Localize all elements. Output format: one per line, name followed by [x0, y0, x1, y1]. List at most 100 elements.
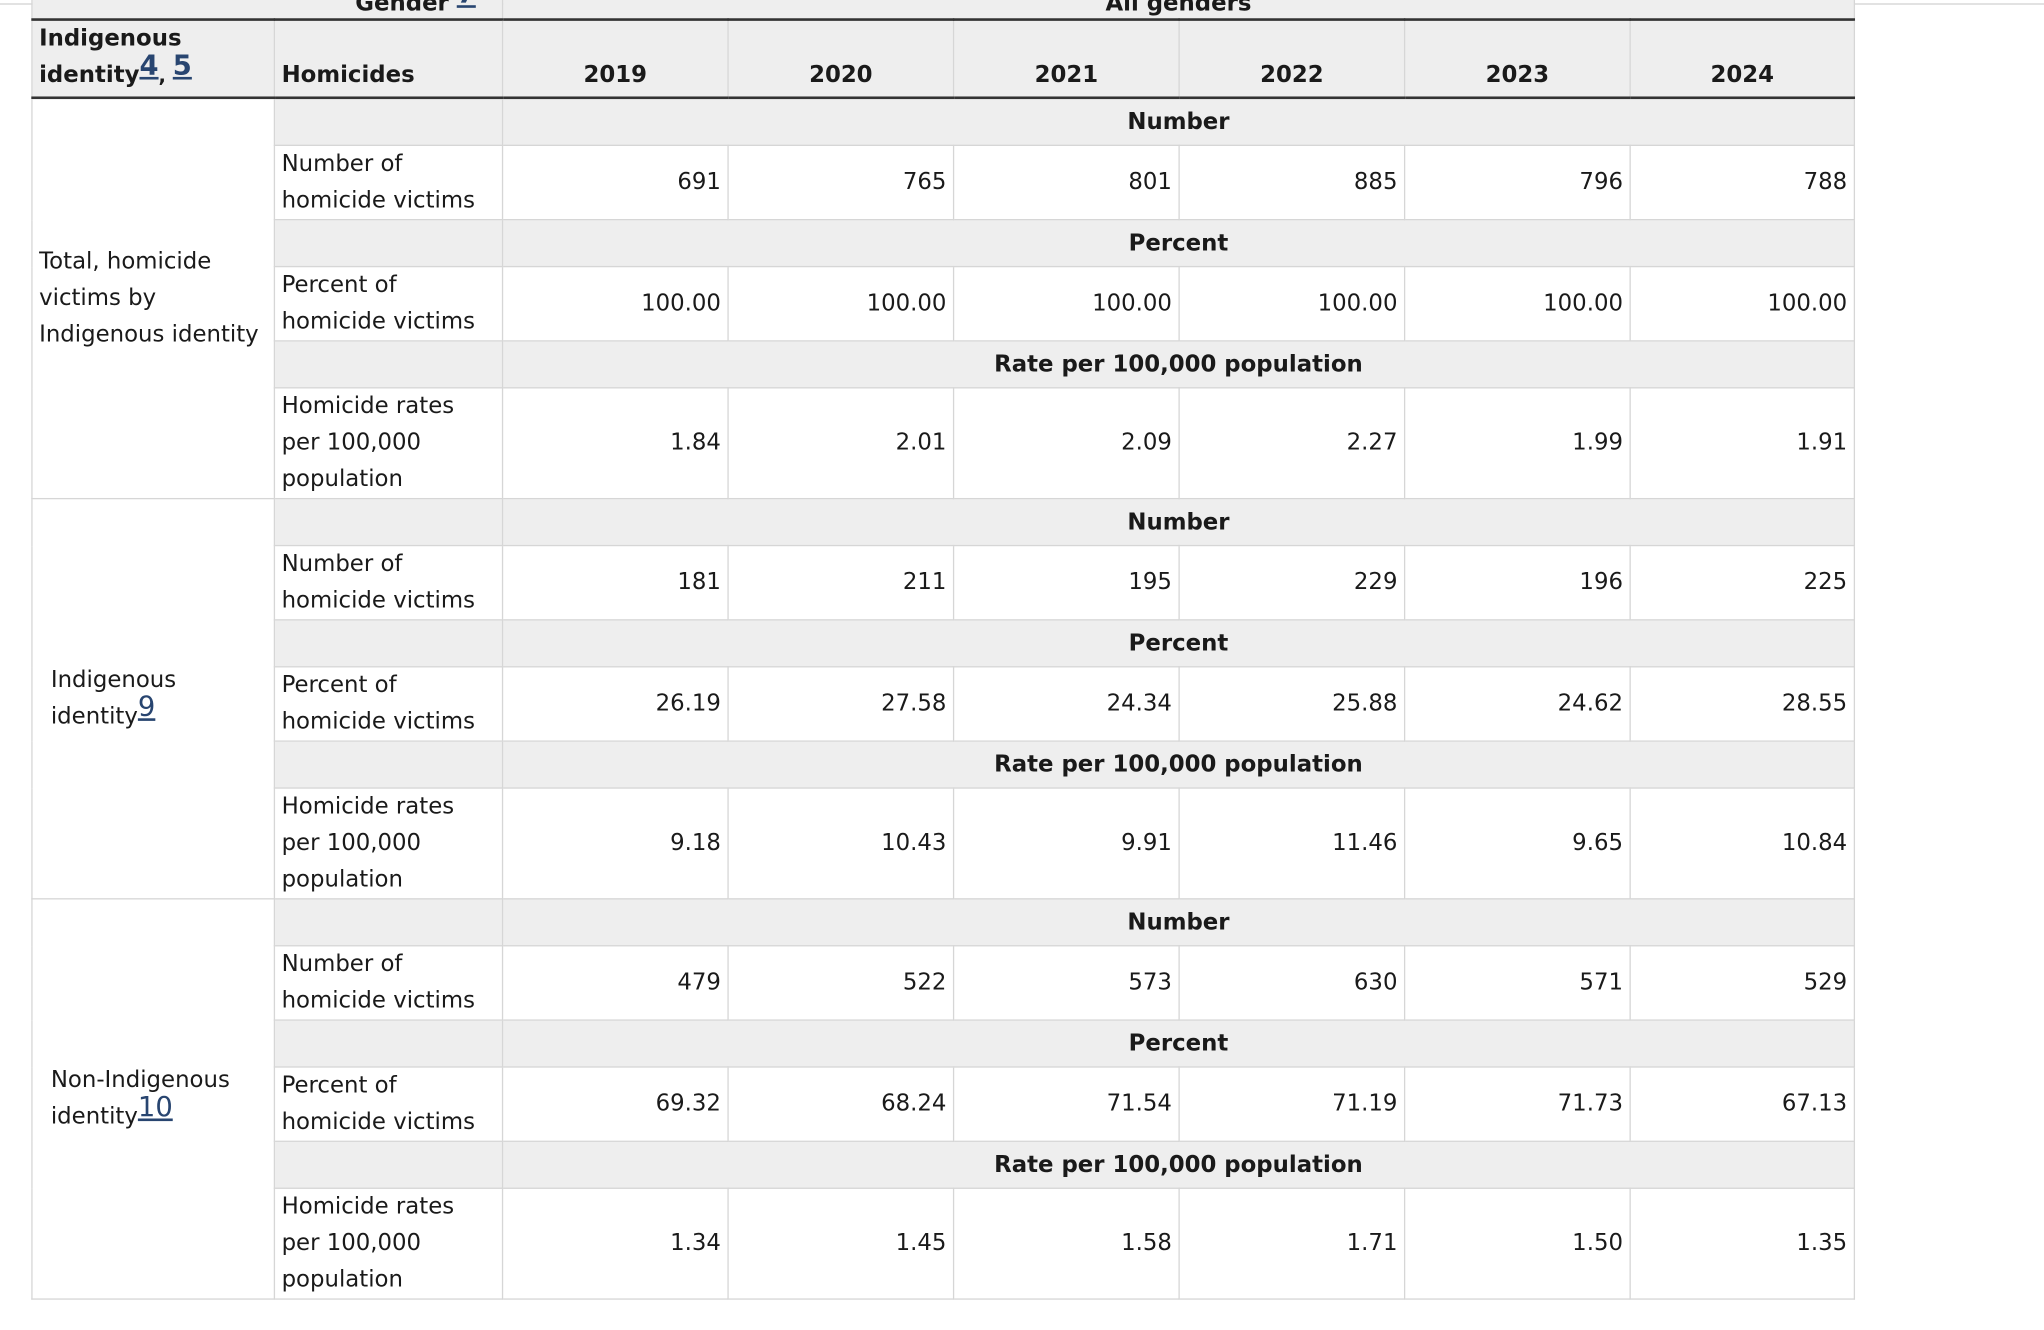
group-label: Total, homicide victims by Indigenous id…: [39, 248, 259, 349]
year-header-2022: 2022: [1178, 18, 1406, 100]
gender-header: Gender 7: [31, 0, 504, 21]
footnote-link[interactable]: 10: [137, 1091, 173, 1123]
table-row: Number of homicide victims 479 522 573 630 57…: [32, 945, 1856, 1021]
measure-label: Percent of homicide victims: [273, 1066, 504, 1142]
value-cell-2021: 801: [952, 144, 1180, 221]
unit-subheader-row: Indigenous identity9 Number: [31, 497, 1856, 900]
year-header-2021: 2021: [952, 18, 1180, 100]
value-cell-2021: 24.34: [952, 666, 1180, 742]
value-cell-2024: 100.00: [1629, 265, 1856, 342]
year-header-2019: 2019: [501, 18, 729, 100]
table-row: Percent of homicide victims 26.19 27.58 24.…: [32, 666, 1856, 742]
value-cell-2023: 196: [1403, 544, 1631, 621]
value-cell-2019: 9.18: [501, 787, 729, 900]
value-cell-2019: 691: [501, 144, 729, 221]
group-label: Non-Indigenous identity: [50, 1067, 230, 1131]
indigenous-identity-header: Indigenous identity4, 5: [31, 18, 276, 100]
measure-label: Number of homicide victims: [273, 544, 504, 621]
unit-label: Rate per 100,000 population: [501, 340, 1856, 389]
value-cell-2020: 100.00: [727, 265, 955, 342]
empty-cell: [273, 619, 504, 668]
empty-cell: [273, 97, 504, 146]
value-cell-2022: 2.27: [1178, 387, 1406, 500]
unit-label: Number: [501, 97, 1856, 146]
table-row: Homicide rates per 100,000 population 1.3…: [32, 1187, 1856, 1300]
measure-label: Number of homicide victims: [273, 945, 504, 1021]
group-label-cell: Total, homicide victims by Indigenous id…: [31, 97, 276, 500]
empty-cell: [273, 219, 504, 268]
table-row: Percent of homicide victims 100.00 100.00 1…: [32, 265, 1856, 342]
gender-label: Gender: [355, 0, 449, 17]
value-cell-2020: 68.24: [727, 1066, 955, 1142]
unit-label: Percent: [501, 1019, 1856, 1068]
group-label-cell: Non-Indigenous identity10: [31, 898, 276, 1300]
unit-label: Percent: [501, 619, 1856, 668]
unit-subheader-row: Percent: [32, 219, 1856, 268]
value-cell-2021: 100.00: [952, 265, 1180, 342]
unit-subheader-row: Rate per 100,000 population: [32, 340, 1856, 389]
value-cell-2021: 9.91: [952, 787, 1180, 900]
unit-label: Rate per 100,000 population: [501, 1140, 1856, 1189]
unit-subheader-row: Rate per 100,000 population: [32, 1140, 1856, 1189]
value-cell-2021: 573: [952, 945, 1180, 1021]
footnote-link[interactable]: 5: [172, 49, 192, 81]
measure-label: Number of homicide victims: [273, 144, 504, 221]
value-cell-2023: 9.65: [1403, 787, 1631, 900]
value-cell-2020: 765: [727, 144, 955, 221]
value-cell-2022: 1.71: [1178, 1187, 1406, 1300]
value-cell-2024: 28.55: [1629, 666, 1856, 742]
footnote-link[interactable]: 7: [457, 0, 476, 9]
value-cell-2023: 1.50: [1403, 1187, 1631, 1300]
table-row: Number of homicide victims 181 211 195 229 19…: [32, 544, 1856, 621]
value-cell-2024: 788: [1629, 144, 1856, 221]
value-cell-2024: 10.84: [1629, 787, 1856, 900]
empty-cell: [273, 740, 504, 789]
empty-cell: [273, 497, 504, 547]
value-cell-2019: 181: [501, 544, 729, 621]
column-header-row: Indigenous identity4, 5 Homicides 2019 20…: [31, 18, 1856, 100]
value-cell-2022: 71.19: [1178, 1066, 1406, 1142]
value-cell-2023: 71.73: [1403, 1066, 1631, 1142]
value-cell-2023: 571: [1403, 945, 1631, 1021]
gender-header-row: Gender 7 All genders: [31, 0, 1856, 21]
empty-cell: [273, 1019, 504, 1068]
value-cell-2022: 229: [1178, 544, 1406, 621]
value-cell-2022: 885: [1178, 144, 1406, 221]
unit-subheader-row: Rate per 100,000 population: [32, 740, 1856, 789]
unit-label: Number: [501, 898, 1856, 947]
value-cell-2024: 1.35: [1629, 1187, 1856, 1300]
year-header-2023: 2023: [1403, 18, 1631, 100]
unit-label: Rate per 100,000 population: [501, 740, 1856, 789]
table-row: Homicide rates per 100,000 population 1.8…: [32, 387, 1856, 500]
empty-cell: [273, 1140, 504, 1189]
measure-label: Homicide rates per 100,000 population: [273, 1187, 504, 1300]
unit-subheader-row: Total, homicide victims by Indigenous id…: [31, 97, 1856, 500]
value-cell-2020: 27.58: [727, 666, 955, 742]
measure-label: Homicide rates per 100,000 population: [273, 387, 504, 500]
value-cell-2023: 1.99: [1403, 387, 1631, 500]
value-cell-2019: 26.19: [501, 666, 729, 742]
empty-cell: [273, 340, 504, 389]
value-cell-2022: 25.88: [1178, 666, 1406, 742]
value-cell-2020: 1.45: [727, 1187, 955, 1300]
value-cell-2021: 71.54: [952, 1066, 1180, 1142]
value-cell-2020: 10.43: [727, 787, 955, 900]
table-row: Number of homicide victims 691 765 801 885 79…: [32, 144, 1856, 221]
unit-label: Number: [501, 497, 1856, 547]
measure-label: Percent of homicide victims: [273, 666, 504, 742]
value-cell-2019: 1.34: [501, 1187, 729, 1300]
homicides-header: Homicides: [273, 18, 504, 100]
value-cell-2022: 11.46: [1178, 787, 1406, 900]
footnote-link[interactable]: 4: [139, 49, 159, 81]
value-cell-2021: 1.58: [952, 1187, 1180, 1300]
value-cell-2019: 69.32: [501, 1066, 729, 1142]
table-row: Percent of homicide victims 69.32 68.24 71.…: [32, 1066, 1856, 1142]
unit-subheader-row: Percent: [32, 619, 1856, 668]
group-label-cell: Indigenous identity9: [31, 497, 276, 900]
value-cell-2023: 24.62: [1403, 666, 1631, 742]
value-cell-2024: 67.13: [1629, 1066, 1856, 1142]
value-cell-2020: 211: [727, 544, 955, 621]
homicide-data-table: Gender 7 All genders Indigenous identity…: [31, 0, 1856, 1300]
footnote-link[interactable]: 9: [137, 690, 156, 723]
